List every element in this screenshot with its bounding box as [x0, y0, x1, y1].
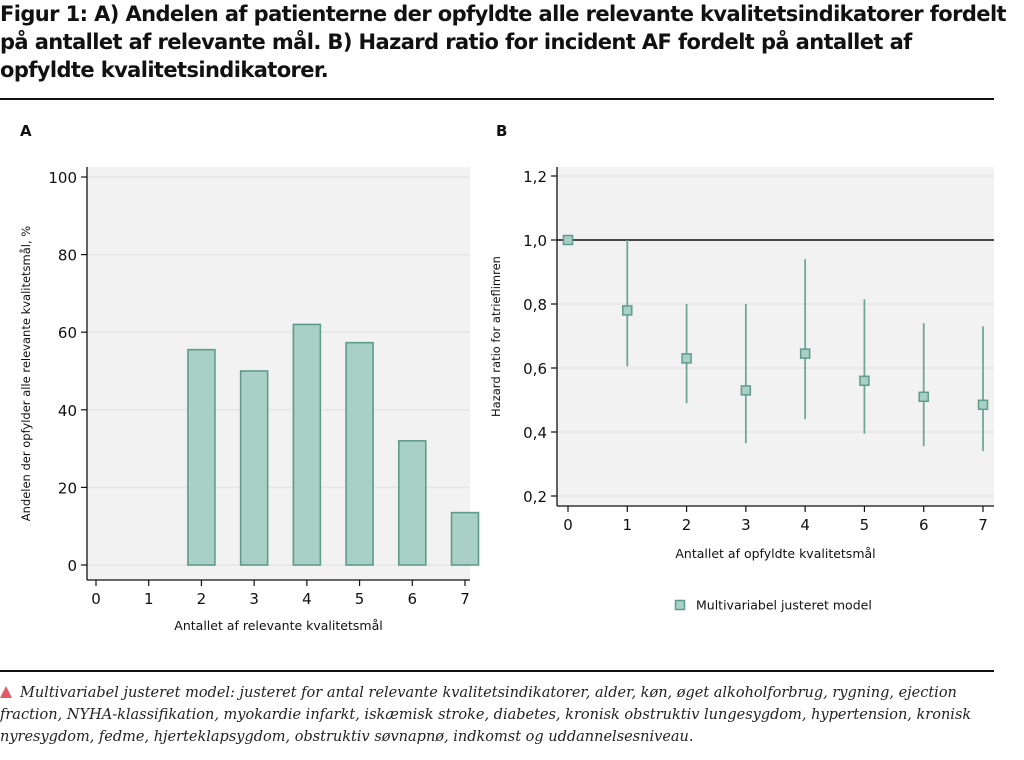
title-rule	[0, 98, 994, 100]
x-tick-label-a: 1	[144, 590, 154, 608]
x-tick-label-b: 0	[563, 516, 573, 534]
legend-label: Multivariabel justeret model	[696, 598, 872, 613]
chart-a: 0 20 40 60 80 100 0 1 2 3 4 5 6 7 Antallet af relevant…	[19, 167, 480, 633]
marker-2	[681, 353, 692, 364]
plot-area-b	[557, 167, 994, 506]
x-tick-label-b: 5	[860, 516, 870, 534]
y-tick-label-b: 0,4	[523, 424, 547, 442]
y-axis-label-b: Hazard ratio for atrieflimren	[489, 256, 503, 417]
bar-6	[397, 440, 427, 566]
x-tick-label-a: 5	[355, 590, 365, 608]
x-tick-label-b: 6	[919, 516, 929, 534]
y-tick-label-a: 0	[67, 557, 77, 575]
marker-7	[977, 399, 989, 411]
x-tick-label-a: 4	[302, 590, 312, 608]
footnote-text: Multivariabel justeret model: justeret f…	[0, 685, 972, 745]
y-tick-label-b: 0,8	[523, 296, 547, 314]
x-tick-label-b: 2	[682, 516, 692, 534]
x-tick-label-b: 3	[741, 516, 751, 534]
chart-b: 0,2 0,4 0,6 0,8 1,0 1,2 0 1 2 3 4 5 6 7 Antallet af op…	[489, 167, 994, 613]
bar-7	[450, 511, 480, 566]
figure-title: Figur 1: A) Andelen af patienterne der o…	[0, 2, 1007, 82]
y-tick-label-b: 1,2	[523, 168, 547, 186]
x-axis-label-a: Antallet af relevante kvalitetsmål	[174, 618, 382, 633]
marker-5	[859, 375, 870, 387]
y-tick-label-a: 60	[58, 324, 77, 342]
footnote: Multivariabel justeret model: justeret f…	[0, 682, 1010, 748]
panel-label-b: B	[496, 122, 508, 140]
marker-6	[918, 391, 929, 403]
y-tick-label-b: 0,6	[523, 360, 547, 378]
x-tick-label-b: 7	[978, 516, 988, 534]
footnote-rule	[0, 670, 994, 672]
bar-4	[292, 323, 322, 566]
y-tick-label-b: 1,0	[523, 232, 547, 250]
y-tick-label-a: 40	[58, 402, 77, 420]
y-tick-label-a: 20	[58, 479, 77, 497]
bar-3	[239, 370, 269, 566]
marker-3	[740, 385, 752, 396]
warning-triangle-icon	[0, 686, 12, 698]
x-tick-label-a: 2	[197, 590, 207, 608]
x-tick-label-a: 0	[91, 590, 101, 608]
x-tick-label-b: 4	[800, 516, 810, 534]
marker-1	[622, 305, 633, 316]
marker-0	[562, 234, 574, 246]
x-axis-label-b: Antallet af opfyldte kvalitetsmål	[675, 546, 875, 561]
bar-2	[187, 348, 216, 566]
y-tick-label-a: 100	[48, 169, 77, 187]
legend-marker	[674, 599, 686, 611]
y-tick-label-a: 80	[58, 247, 77, 265]
x-tick-label-a: 3	[249, 590, 259, 608]
y-tick-label-b: 0,2	[523, 488, 547, 506]
y-axis-label-a: Andelen der opfylder alle relevante kval…	[19, 226, 33, 522]
marker-4	[799, 348, 811, 359]
x-tick-label-b: 1	[623, 516, 633, 534]
x-tick-label-a: 7	[460, 590, 470, 608]
x-tick-label-a: 6	[408, 590, 418, 608]
panel-label-a: A	[20, 122, 32, 140]
bar-5	[345, 341, 374, 566]
